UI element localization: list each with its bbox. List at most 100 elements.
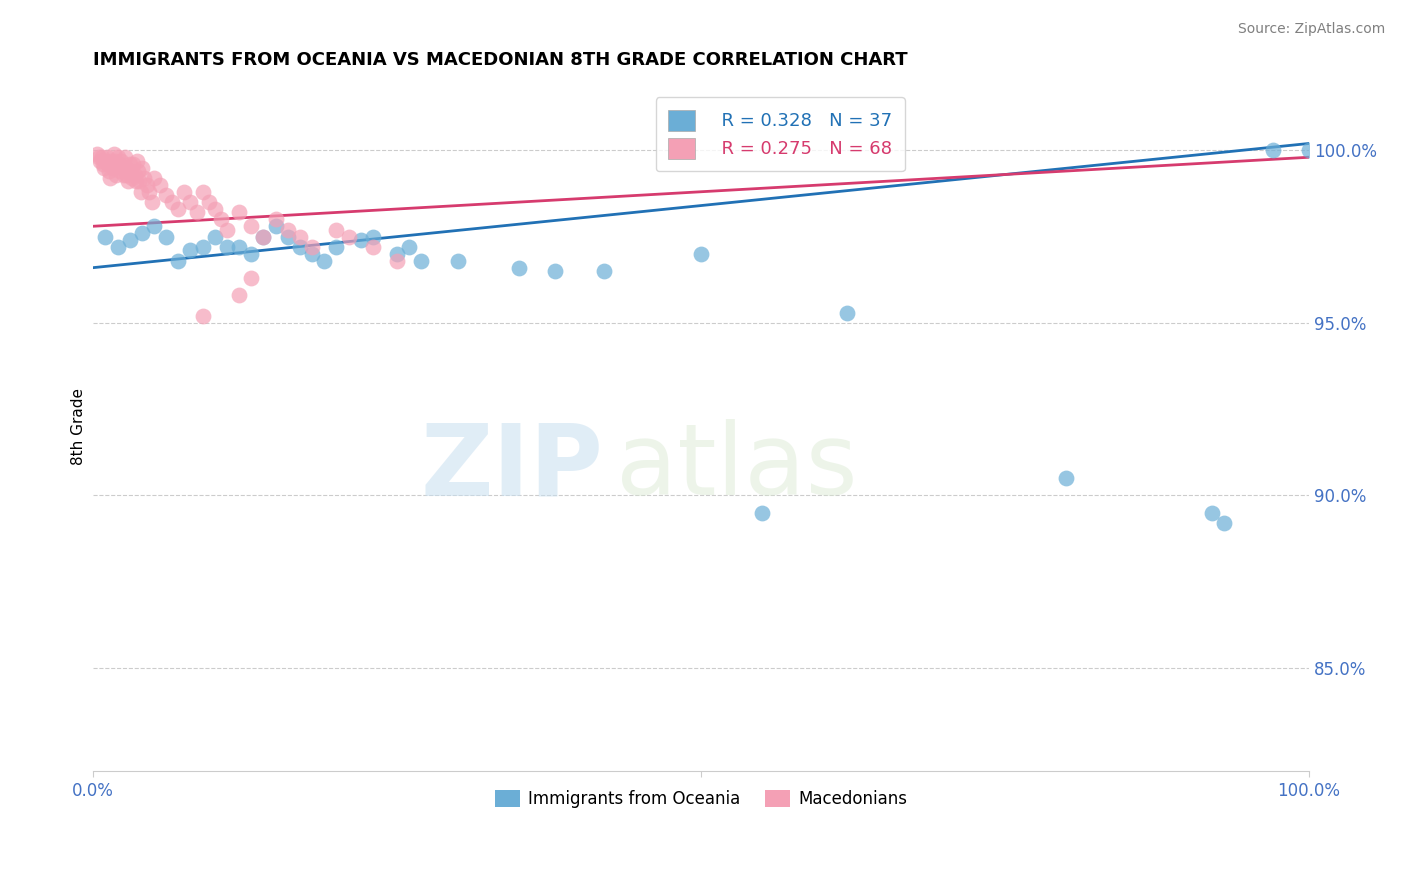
Point: [385, 253, 408, 268]
Point: [129, 185, 152, 199]
Point: [117, 174, 139, 188]
Point: [228, 205, 250, 219]
Point: [264, 212, 287, 227]
Point: [112, 168, 135, 182]
Point: [204, 229, 226, 244]
Point: [228, 288, 250, 302]
Point: [149, 178, 172, 192]
Point: [107, 240, 129, 254]
Point: [361, 229, 384, 244]
Point: [1213, 516, 1236, 530]
Point: [97, 157, 120, 171]
Point: [94, 153, 117, 168]
Point: [111, 161, 134, 175]
Point: [167, 253, 190, 268]
Point: [135, 178, 157, 192]
Point: [107, 150, 129, 164]
Point: [191, 309, 214, 323]
Point: [141, 195, 163, 210]
Legend: Immigrants from Oceania, Macedonians: Immigrants from Oceania, Macedonians: [488, 783, 914, 814]
Point: [197, 195, 219, 210]
Point: [1201, 506, 1223, 520]
Point: [240, 271, 263, 285]
Point: [103, 146, 125, 161]
Point: [337, 229, 360, 244]
Point: [277, 223, 299, 237]
Point: [173, 185, 195, 199]
Point: [93, 161, 115, 175]
Point: [179, 244, 201, 258]
Point: [124, 168, 146, 182]
Point: [508, 260, 530, 275]
Point: [264, 219, 287, 234]
Point: [167, 202, 190, 216]
Point: [835, 305, 858, 319]
Point: [98, 170, 121, 185]
Text: atlas: atlas: [616, 419, 858, 516]
Point: [240, 219, 263, 234]
Point: [325, 240, 347, 254]
Point: [128, 174, 150, 188]
Point: [105, 168, 128, 182]
Point: [96, 150, 118, 164]
Point: [107, 157, 129, 171]
Point: [277, 229, 299, 244]
Point: [385, 247, 408, 261]
Point: [125, 174, 148, 188]
Point: [1261, 144, 1284, 158]
Point: [90, 150, 112, 164]
Point: [118, 157, 141, 171]
Text: ZIP: ZIP: [420, 419, 603, 516]
Point: [301, 240, 323, 254]
Point: [115, 161, 138, 175]
Point: [118, 233, 141, 247]
Point: [143, 170, 166, 185]
Point: [98, 164, 121, 178]
Point: [301, 247, 323, 261]
Point: [101, 161, 124, 175]
Point: [127, 164, 149, 178]
Point: [134, 170, 156, 185]
Point: [86, 146, 108, 161]
Point: [114, 150, 136, 164]
Point: [191, 185, 214, 199]
Point: [398, 240, 420, 254]
Point: [108, 164, 131, 178]
Point: [228, 240, 250, 254]
Point: [361, 240, 384, 254]
Point: [215, 223, 238, 237]
Point: [447, 253, 470, 268]
Point: [544, 264, 567, 278]
Point: [104, 153, 127, 168]
Point: [131, 161, 153, 175]
Point: [89, 153, 111, 168]
Point: [115, 168, 138, 182]
Point: [138, 185, 160, 199]
Point: [288, 240, 311, 254]
Point: [592, 264, 614, 278]
Point: [690, 247, 713, 261]
Point: [252, 229, 274, 244]
Point: [122, 157, 145, 171]
Y-axis label: 8th Grade: 8th Grade: [72, 388, 86, 465]
Point: [314, 253, 336, 268]
Point: [120, 164, 142, 178]
Point: [350, 233, 373, 247]
Point: [186, 205, 208, 219]
Point: [100, 153, 122, 168]
Point: [155, 188, 177, 202]
Point: [91, 157, 114, 171]
Point: [288, 229, 311, 244]
Point: [411, 253, 433, 268]
Point: [143, 219, 166, 234]
Point: [240, 247, 263, 261]
Point: [125, 153, 148, 168]
Point: [1054, 471, 1077, 485]
Point: [94, 229, 117, 244]
Point: [252, 229, 274, 244]
Text: Source: ZipAtlas.com: Source: ZipAtlas.com: [1237, 22, 1385, 37]
Point: [1298, 144, 1320, 158]
Text: IMMIGRANTS FROM OCEANIA VS MACEDONIAN 8TH GRADE CORRELATION CHART: IMMIGRANTS FROM OCEANIA VS MACEDONIAN 8T…: [93, 51, 908, 69]
Point: [751, 506, 773, 520]
Point: [209, 212, 232, 227]
